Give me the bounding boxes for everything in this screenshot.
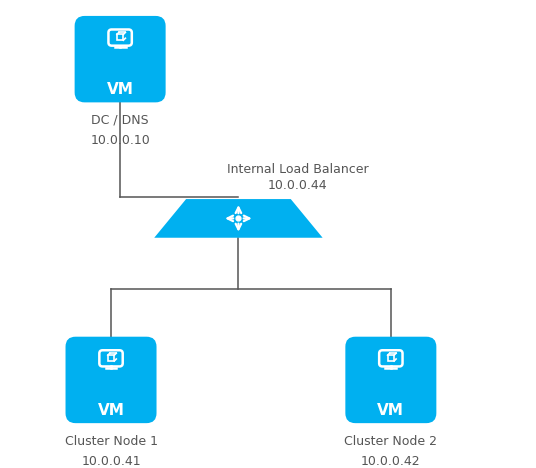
FancyBboxPatch shape [345,336,436,423]
Text: DC / DNS: DC / DNS [91,114,149,127]
FancyBboxPatch shape [65,336,157,423]
Text: 10.0.0.44: 10.0.0.44 [268,179,327,192]
Text: Cluster Node 1: Cluster Node 1 [64,434,158,447]
Text: Cluster Node 2: Cluster Node 2 [344,434,437,447]
Text: VM: VM [377,402,404,417]
Text: 10.0.0.42: 10.0.0.42 [361,455,421,468]
FancyBboxPatch shape [75,16,166,102]
Text: VM: VM [98,402,124,417]
Text: 10.0.0.41: 10.0.0.41 [81,455,141,468]
Text: Internal Load Balancer: Internal Load Balancer [227,163,368,176]
Polygon shape [154,199,323,238]
Text: 10.0.0.10: 10.0.0.10 [90,134,150,147]
Text: VM: VM [107,82,133,97]
